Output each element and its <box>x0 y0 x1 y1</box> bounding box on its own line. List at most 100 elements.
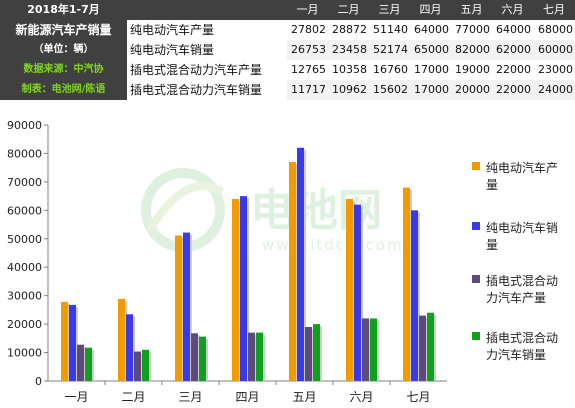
table-cell: 10358 <box>328 60 369 80</box>
bar-shadow <box>92 349 94 381</box>
author-label: 制表：电池网/陈语 <box>0 80 127 100</box>
legend-label: 力汽车产量 <box>486 290 546 305</box>
y-tick-label: 70000 <box>7 176 42 189</box>
month-header: 七月 <box>533 0 575 20</box>
table-cell: 64000 <box>492 20 533 40</box>
bar <box>134 351 141 381</box>
bar <box>256 332 263 381</box>
legend-swatch <box>472 275 480 283</box>
bar <box>240 196 247 381</box>
bar <box>61 301 68 381</box>
table-cell: 11717 <box>287 80 328 100</box>
bar <box>126 314 133 381</box>
table-row: 新能源汽车产销量 纯电动汽车产量 27802 28872 51140 64000… <box>0 20 575 40</box>
bar <box>175 235 182 381</box>
bar <box>248 332 255 381</box>
bar-shadow <box>418 212 420 381</box>
bar <box>427 312 434 381</box>
table-cell: 26753 <box>287 40 328 60</box>
x-tick-label: 五月 <box>292 390 316 404</box>
bar <box>411 210 418 381</box>
x-tick-label: 六月 <box>349 390 373 404</box>
y-tick-label: 20000 <box>7 318 42 331</box>
bar <box>346 198 353 381</box>
y-tick-label: 0 <box>35 375 42 388</box>
table-cell: 22000 <box>492 80 533 100</box>
legend-label: 力汽车销量 <box>486 347 546 362</box>
bar <box>354 204 361 381</box>
bar <box>305 326 312 381</box>
bar <box>183 232 190 381</box>
bar-chart: 电池网 www.itdcw.com 0100002000030000400005… <box>7 119 558 404</box>
table-cell: 10962 <box>328 80 369 100</box>
table-cell: 60000 <box>533 40 575 60</box>
y-tick-label: 40000 <box>7 261 42 274</box>
table-cell: 65000 <box>410 40 451 60</box>
table-cell: 15602 <box>369 80 410 100</box>
row-label: 纯电动汽车销量 <box>127 40 287 60</box>
y-tick-label: 10000 <box>7 347 42 360</box>
bar-shadow <box>206 338 208 381</box>
month-header: 三月 <box>369 0 410 20</box>
table-cell: 16760 <box>369 60 410 80</box>
x-tick-label: 四月 <box>235 390 259 404</box>
legend-swatch <box>472 222 480 230</box>
table-cell: 17000 <box>410 60 451 80</box>
row-label: 插电式混合动力汽车销量 <box>127 80 287 100</box>
y-tick-label: 80000 <box>7 147 42 160</box>
table-cell: 64000 <box>410 20 451 40</box>
table-cell: 20000 <box>451 80 492 100</box>
bar <box>370 318 377 381</box>
bar <box>69 304 76 381</box>
bar-shadow <box>434 314 436 381</box>
bar <box>142 349 149 381</box>
table-cell: 22000 <box>492 60 533 80</box>
bar-shadow <box>133 316 135 381</box>
legend-label: 量 <box>486 238 498 252</box>
bar-shadow <box>190 234 192 381</box>
table-period-label: 2018年1-7月 <box>0 0 127 20</box>
y-tick-label: 50000 <box>7 233 42 246</box>
table-cell: 24000 <box>533 80 575 100</box>
month-header: 五月 <box>451 0 492 20</box>
table-cell: 12765 <box>287 60 328 80</box>
table-cell: 51140 <box>369 20 410 40</box>
x-tick-label: 一月 <box>64 390 88 404</box>
bar <box>289 161 296 381</box>
table-cell: 52174 <box>369 40 410 60</box>
source-label: 数据来源：中汽协 <box>0 60 127 80</box>
bar-shadow <box>76 306 78 381</box>
bar-shadow <box>320 326 322 381</box>
month-header: 四月 <box>410 0 451 20</box>
bar <box>403 187 410 381</box>
legend-label: 插电式混合动 <box>486 330 558 345</box>
axes: 0 10000 20000 30000 40000 50000 60000 70000 8000… <box>7 119 447 404</box>
bar <box>232 198 239 381</box>
unit-label: （单位：辆） <box>0 40 127 60</box>
x-tick-label: 二月 <box>121 390 145 404</box>
bar <box>313 324 320 381</box>
table-row: 数据来源：中汽协 插电式混合动力汽车产量 12765 10358 16760 1… <box>0 60 575 80</box>
table-cell: 19000 <box>451 60 492 80</box>
table-cell: 82000 <box>451 40 492 60</box>
table-cell: 23458 <box>328 40 369 60</box>
data-table: 2018年1-7月 一月 二月 三月 四月 五月 六月 七月 新能源汽车产销量 … <box>0 0 575 100</box>
bars <box>61 147 436 381</box>
legend-swatch <box>472 162 480 170</box>
bar-shadow <box>149 351 151 381</box>
bar-shadow <box>304 149 306 381</box>
legend-label: 纯电动汽车销 <box>486 220 558 235</box>
bar-shadow <box>263 334 265 381</box>
row-label: 纯电动汽车产量 <box>127 20 287 40</box>
legend-swatch <box>472 332 480 340</box>
y-tick-label: 60000 <box>7 204 42 217</box>
legend-label: 插电式混合动 <box>486 273 558 288</box>
table-row: 制表：电池网/陈语 插电式混合动力汽车销量 11717 10962 15602 … <box>0 80 575 100</box>
bar <box>419 315 426 381</box>
table-cell: 17000 <box>410 80 451 100</box>
bar-shadow <box>377 320 379 381</box>
table-row: （单位：辆） 纯电动汽车销量 26753 23458 52174 65000 8… <box>0 40 575 60</box>
month-header: 二月 <box>328 0 369 20</box>
bar-shadow <box>361 206 363 381</box>
